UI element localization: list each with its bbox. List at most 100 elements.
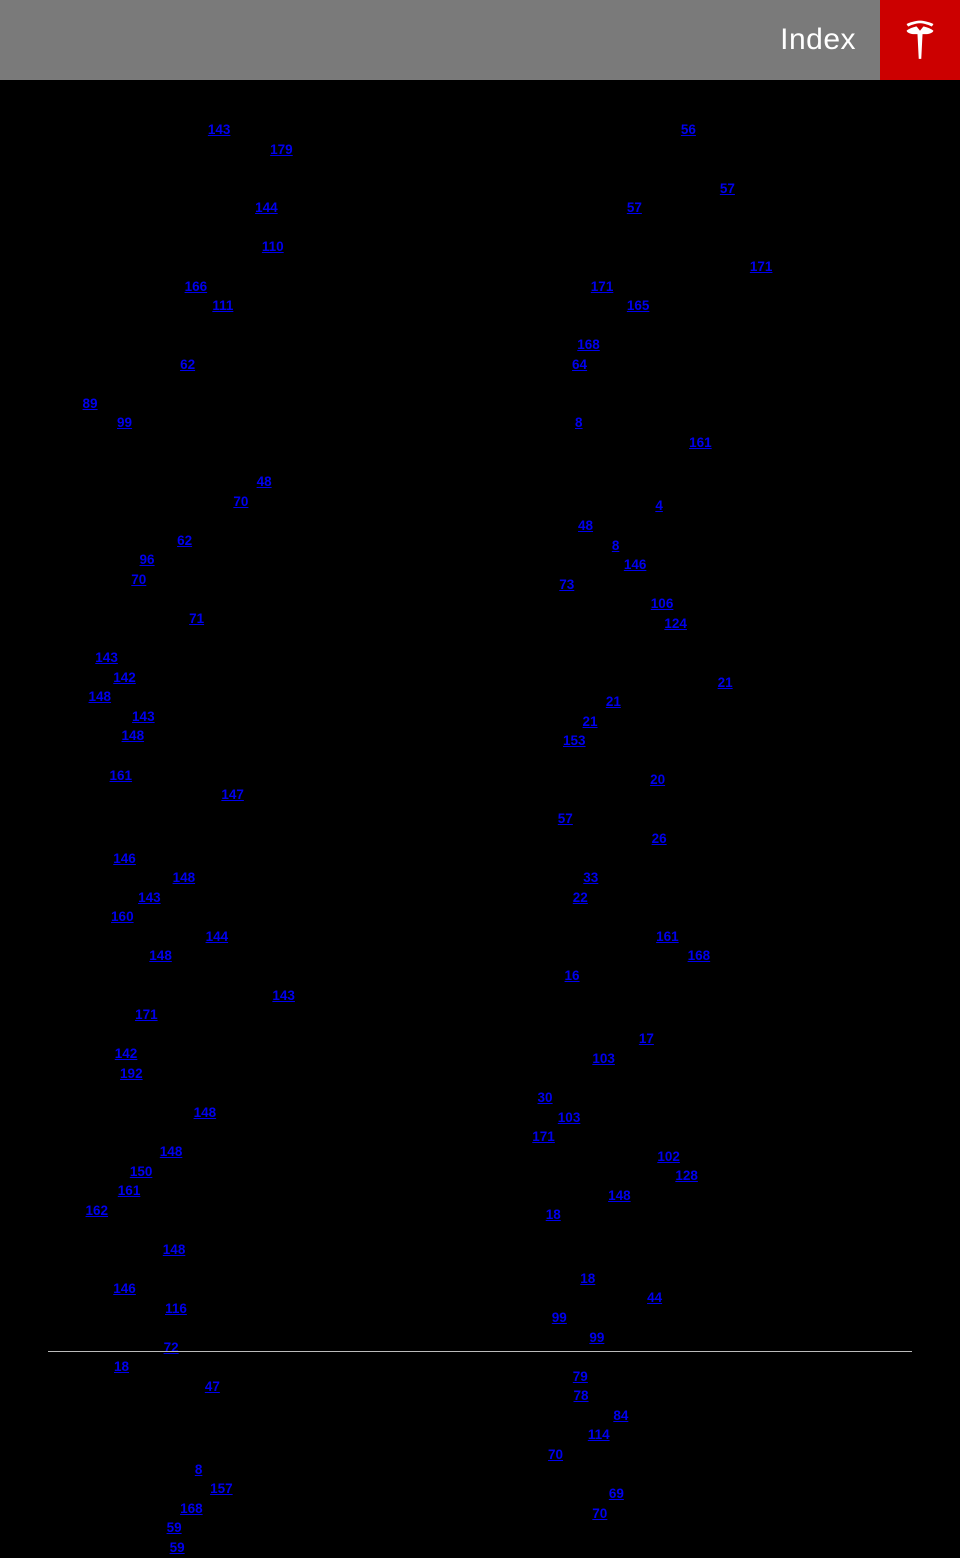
page-link[interactable]: 171 [135,1007,158,1022]
page-link[interactable]: 148 [89,689,112,704]
page-link[interactable]: 144 [255,200,278,215]
page-link[interactable]: 148 [194,1105,217,1120]
page-link[interactable]: 4 [655,498,663,513]
page-link[interactable]: 69 [609,1486,624,1501]
page-link[interactable]: 47 [205,1379,220,1394]
page-link[interactable]: 146 [624,557,647,572]
page-link[interactable]: 99 [117,415,132,430]
page-link[interactable]: 148 [608,1188,631,1203]
index-entry: charging stations, displaying on map 179 [48,140,460,160]
page-link[interactable]: 160 [111,909,134,924]
page-link[interactable]: 96 [140,552,155,567]
page-link[interactable]: 8 [612,538,620,553]
page-link[interactable]: 166 [185,279,208,294]
page-link[interactable]: 26 [652,831,667,846]
page-link[interactable]: 111 [212,298,233,313]
page-link[interactable]: 162 [86,1203,109,1218]
page-link[interactable]: 62 [177,533,192,548]
page-link[interactable]: 59 [167,1520,182,1535]
page-link[interactable]: 70 [592,1506,607,1521]
page-link[interactable]: 148 [163,1242,186,1257]
page-link[interactable]: 62 [180,357,195,372]
page-link[interactable]: 171 [591,279,614,294]
index-entry: coolant 143 [48,648,460,668]
page-link[interactable]: 8 [575,415,583,430]
page-link[interactable]: 143 [272,988,295,1003]
page-link[interactable]: 165 [627,298,650,313]
page-link[interactable]: 157 [210,1481,233,1496]
page-link[interactable]: 142 [115,1046,138,1061]
page-link[interactable]: 48 [257,474,272,489]
page-link[interactable]: 124 [664,616,687,631]
page-link[interactable]: 18 [580,1271,595,1286]
page-link[interactable]: 64 [572,357,587,372]
page-link[interactable]: 143 [208,122,231,137]
page-link[interactable]: 171 [532,1129,555,1144]
page-link[interactable]: 73 [559,577,574,592]
page-link[interactable]: 168 [180,1501,203,1516]
page-link[interactable]: 192 [120,1066,143,1081]
index-entry-text: head supports [500,1330,589,1345]
page-link[interactable]: 56 [681,122,696,137]
page-link[interactable]: 161 [110,768,133,783]
page-link[interactable]: 20 [650,772,665,787]
page-link[interactable]: 57 [627,200,642,215]
page-link[interactable]: 70 [233,494,248,509]
page-link[interactable]: 103 [558,1110,581,1125]
page-link[interactable]: 168 [688,948,711,963]
page-link[interactable]: 179 [270,142,293,157]
page-link[interactable]: 89 [83,396,98,411]
page-link[interactable]: 146 [113,851,136,866]
page-link[interactable]: 161 [118,1183,141,1198]
page-link[interactable]: 57 [720,181,735,196]
page-link[interactable]: 71 [189,611,204,626]
page-link[interactable]: 8 [195,1462,203,1477]
index-entry: air suspension 69 [500,1484,912,1504]
page-link[interactable]: 147 [221,787,244,802]
page-link[interactable]: 22 [573,890,588,905]
page-link[interactable]: 114 [588,1427,610,1442]
page-link[interactable]: 143 [95,650,118,665]
page-link[interactable]: 70 [548,1447,563,1462]
page-link[interactable]: 106 [651,596,674,611]
page-link[interactable]: 153 [563,733,586,748]
page-link[interactable]: 70 [131,572,146,587]
index-entry: brief description of 62 [48,355,460,375]
page-link[interactable]: 17 [639,1031,654,1046]
page-link[interactable]: 57 [558,811,573,826]
page-link[interactable]: 103 [592,1051,615,1066]
page-link[interactable]: 142 [113,670,136,685]
page-link[interactable]: 21 [718,675,733,690]
page-link[interactable]: 148 [160,1144,183,1159]
page-link[interactable]: 143 [132,709,155,724]
page-link[interactable]: 33 [583,870,598,885]
page-link[interactable]: 168 [577,337,600,352]
index-entry: electric parking brake 168 [48,1499,460,1519]
page-link[interactable]: 116 [165,1301,187,1316]
page-link[interactable]: 161 [656,929,679,944]
page-link[interactable]: 161 [689,435,712,450]
page-link[interactable]: 21 [606,694,621,709]
page-link[interactable]: 148 [149,948,172,963]
page-link[interactable]: 171 [750,259,773,274]
index-entry: flat tire repair 21 [500,712,912,732]
page-link[interactable]: 146 [113,1281,136,1296]
page-link[interactable]: 148 [173,870,196,885]
page-link[interactable]: 59 [170,1540,185,1555]
page-link[interactable]: 18 [546,1207,561,1222]
page-link[interactable]: 143 [138,890,161,905]
page-link[interactable]: 21 [583,714,598,729]
page-link[interactable]: 16 [565,968,580,983]
page-link[interactable]: 84 [613,1408,628,1423]
page-link[interactable]: 48 [578,518,593,533]
page-link[interactable]: 148 [122,728,145,743]
page-link[interactable]: 128 [675,1168,698,1183]
page-link[interactable]: 110 [262,239,284,254]
page-link[interactable]: 144 [206,929,229,944]
page-link[interactable]: 150 [130,1164,153,1179]
page-link[interactable]: 99 [589,1330,604,1345]
page-link[interactable]: 102 [657,1149,680,1164]
page-link[interactable]: 30 [538,1090,553,1105]
page-link[interactable]: 99 [552,1310,567,1325]
page-link[interactable]: 44 [647,1290,662,1305]
